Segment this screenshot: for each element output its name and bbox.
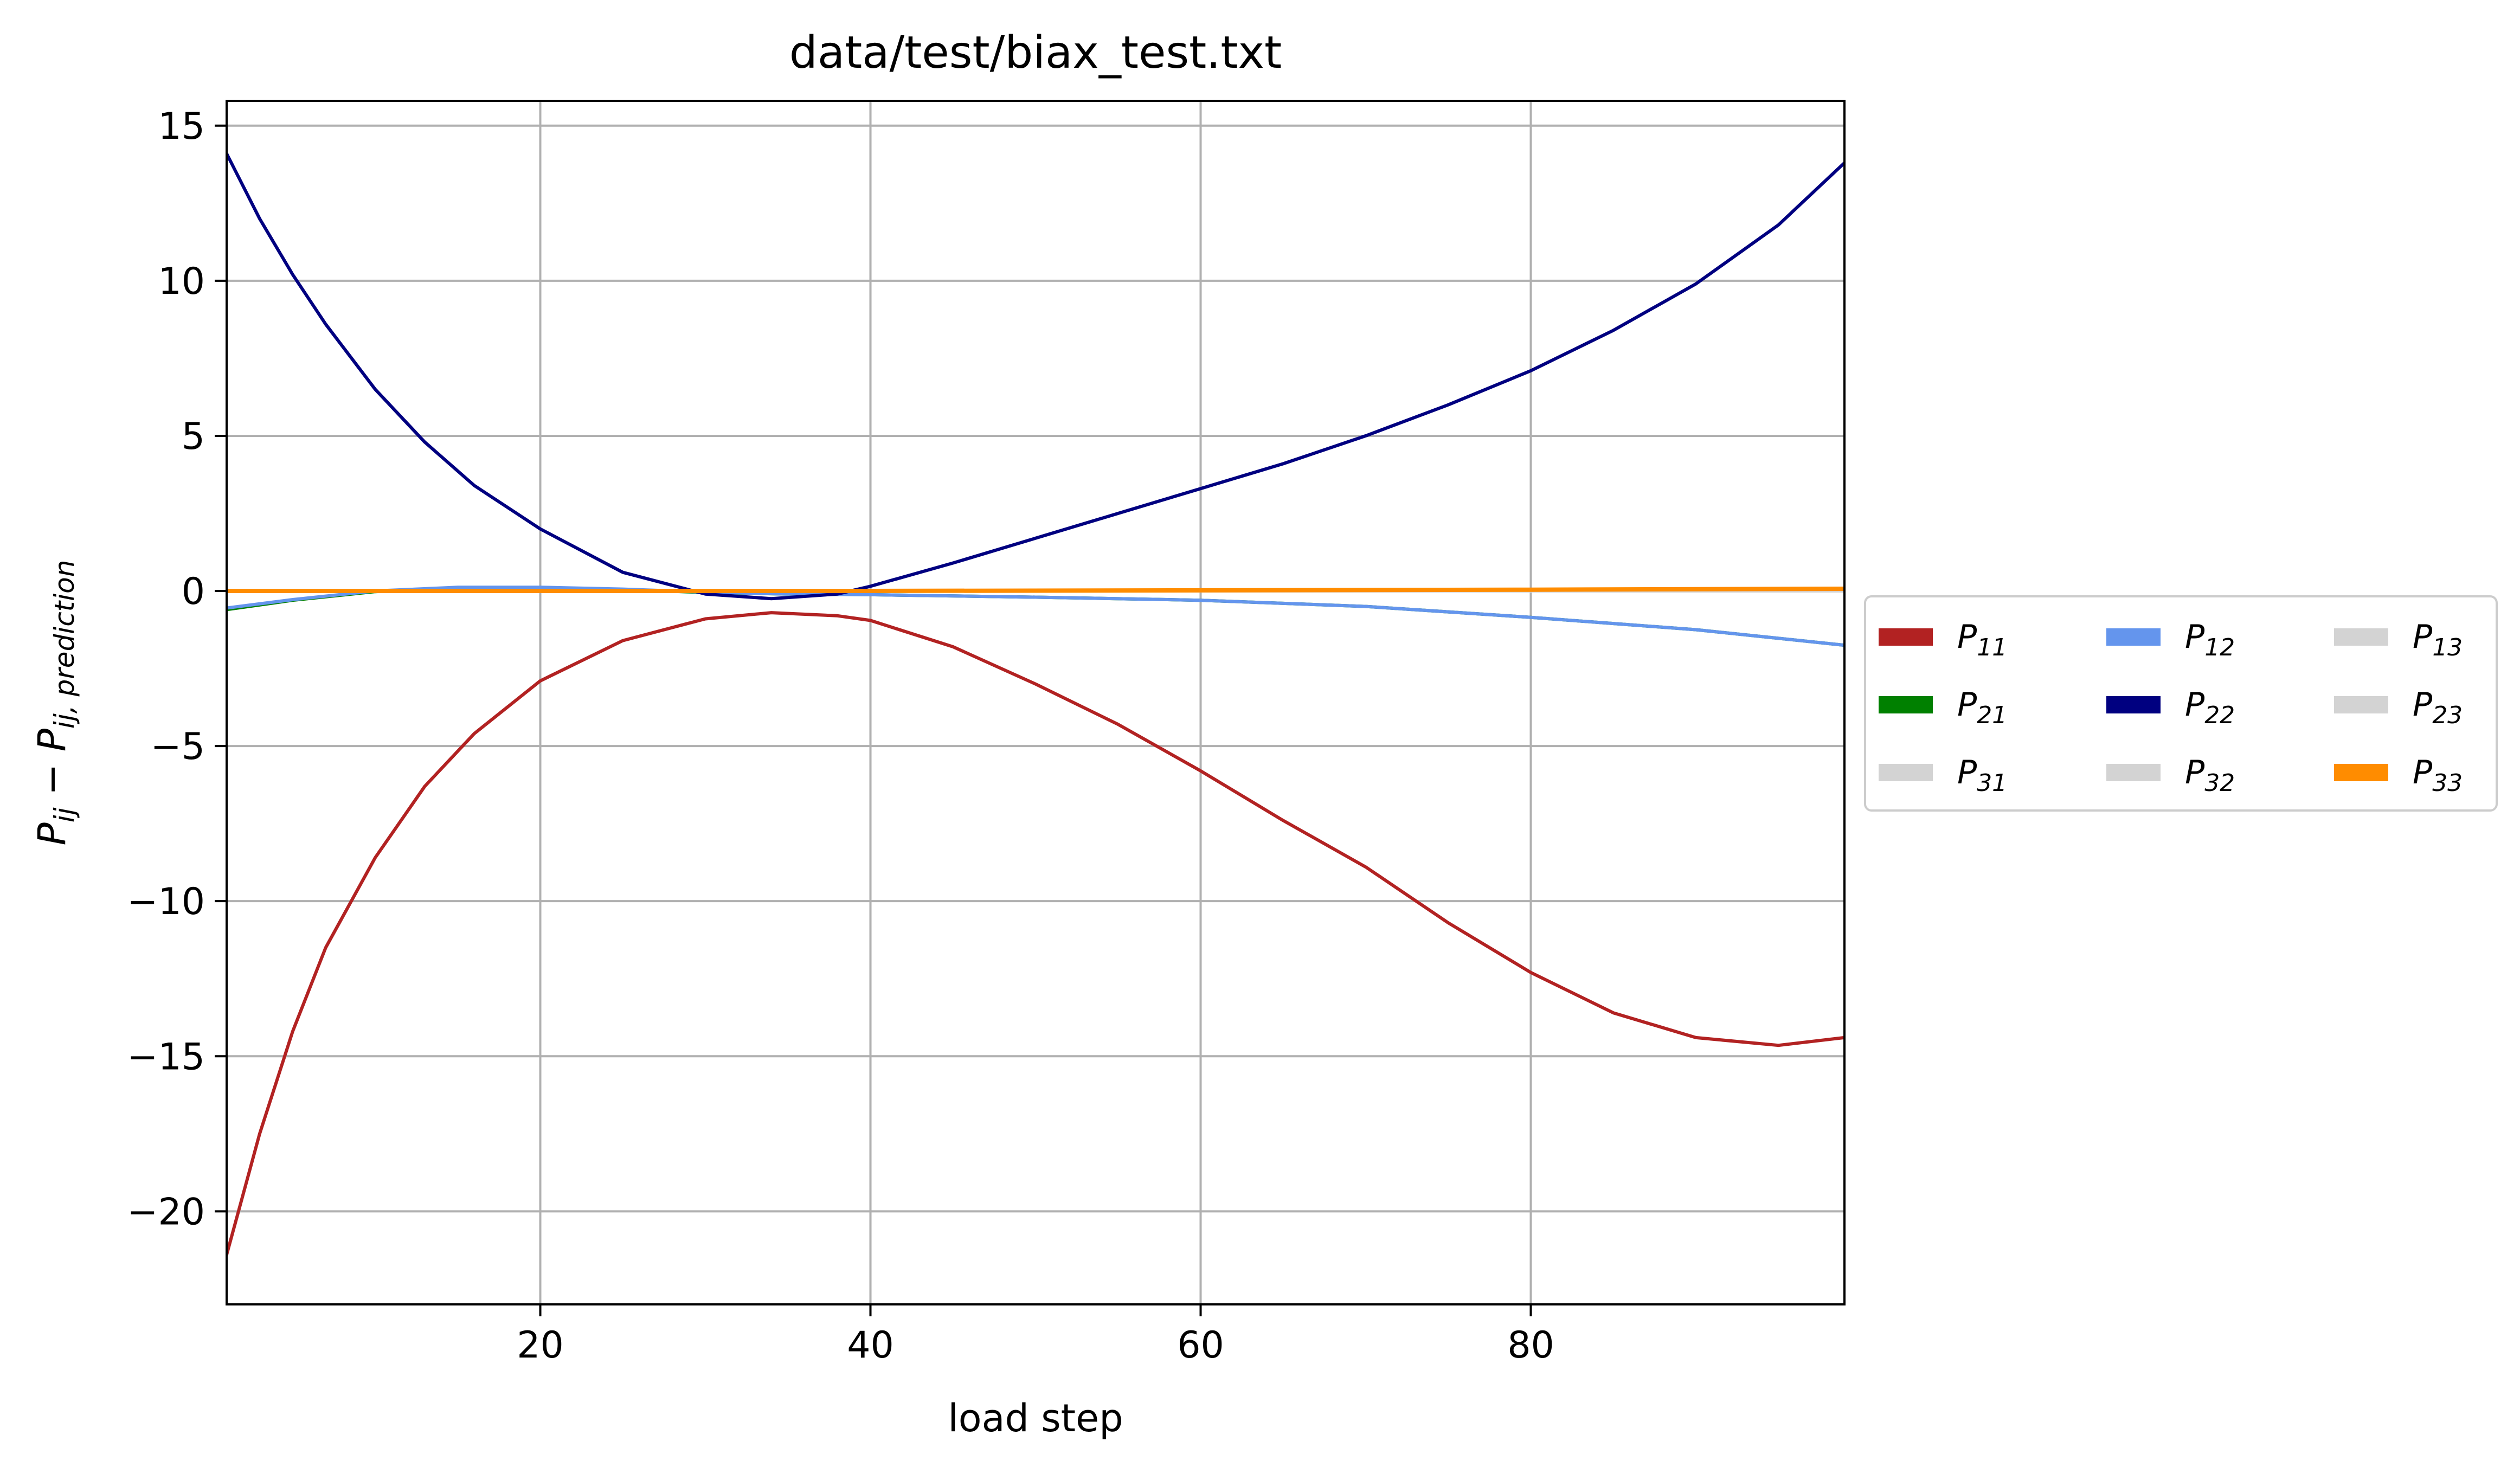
legend-label-main: P [1957, 754, 1977, 792]
legend-label-sub: 23 [2432, 702, 2463, 729]
x-tick-label: 80 [1507, 1324, 1554, 1367]
legend-label-main: P [2413, 618, 2433, 656]
legend-label-p32: P32 [2185, 754, 2235, 797]
x-tick-label: 40 [847, 1324, 894, 1367]
y-tick-label: −20 [127, 1191, 205, 1233]
legend-swatch-p32 [2106, 764, 2161, 781]
series-line-p33 [227, 587, 1844, 593]
legend-label-p23: P23 [2413, 686, 2463, 729]
y-tick-label: 15 [158, 105, 205, 148]
y-tick-label: −15 [127, 1035, 205, 1078]
legend-label-sub: 21 [1977, 702, 2007, 729]
legend-label-main: P [2185, 686, 2205, 724]
axis-ticks: 20 40 60 80 15 10 5 0 −5 −10 −15 −20 [127, 105, 1554, 1367]
series-line-p11 [227, 611, 1844, 1257]
plot-area: 20 40 60 80 15 10 5 0 −5 −10 −15 −20 [127, 100, 1846, 1367]
legend-frame [1864, 595, 2498, 812]
y-label-minus: − [30, 751, 74, 807]
legend-label-main: P [2413, 686, 2433, 724]
x-axis-label: load step [948, 1396, 1123, 1440]
y-label-sub: ij [49, 807, 80, 822]
legend-label-p31: P31 [1957, 754, 2007, 797]
x-tick-label: 20 [517, 1324, 564, 1367]
chart-title: data/test/biax_test.txt [789, 27, 1282, 79]
y-axis-label: Pij − Pij, prediction [30, 560, 80, 846]
legend-label-sub: 12 [2204, 634, 2235, 661]
legend-label-main: P [1957, 686, 1977, 724]
y-tick-label: 10 [158, 260, 205, 303]
legend-label-p21: P21 [1957, 686, 2007, 729]
legend-swatch-p13 [2334, 628, 2388, 646]
plot-frame [226, 100, 1846, 1305]
y-label-main2: P [30, 728, 74, 751]
series-line-p22 [227, 152, 1844, 601]
legend-swatch-p22 [2106, 696, 2161, 713]
legend-label-main: P [2185, 754, 2205, 792]
x-tick-label: 60 [1177, 1324, 1224, 1367]
legend-swatch-p11 [1879, 628, 1933, 646]
legend-label-sub: 13 [2432, 634, 2463, 661]
legend-swatch-p33 [2334, 764, 2388, 781]
legend-label-sub: 22 [2204, 702, 2235, 729]
y-tick-label: −10 [127, 880, 205, 923]
legend-label-p22: P22 [2185, 686, 2235, 729]
legend-label-main: P [2413, 754, 2433, 792]
legend-label-sub: 31 [1977, 769, 2007, 797]
legend-swatch-p23 [2334, 696, 2388, 713]
legend-label-sub: 33 [2432, 769, 2463, 797]
y-label-main: P [30, 822, 74, 845]
legend-label-p12: P12 [2185, 618, 2235, 661]
legend-swatch-p12 [2106, 628, 2161, 646]
legend-label-sub: 11 [1977, 634, 2007, 661]
legend-swatch-p31 [1879, 764, 1933, 781]
legend-label-main: P [2185, 618, 2205, 656]
y-tick-label: 0 [182, 570, 205, 613]
legend-swatch-p21 [1879, 696, 1933, 713]
y-tick-label: 5 [182, 415, 205, 458]
legend-label-p13: P13 [2413, 618, 2463, 661]
legend-label-p11: P11 [1957, 618, 2007, 661]
series-lines [227, 152, 1844, 1257]
legend-label-p33: P33 [2413, 754, 2463, 797]
legend-label-main: P [1957, 618, 1977, 656]
y-tick-label: −5 [151, 725, 205, 768]
legend-label-sub: 32 [2204, 769, 2235, 797]
y-label-sub2: ij, prediction [49, 560, 80, 729]
